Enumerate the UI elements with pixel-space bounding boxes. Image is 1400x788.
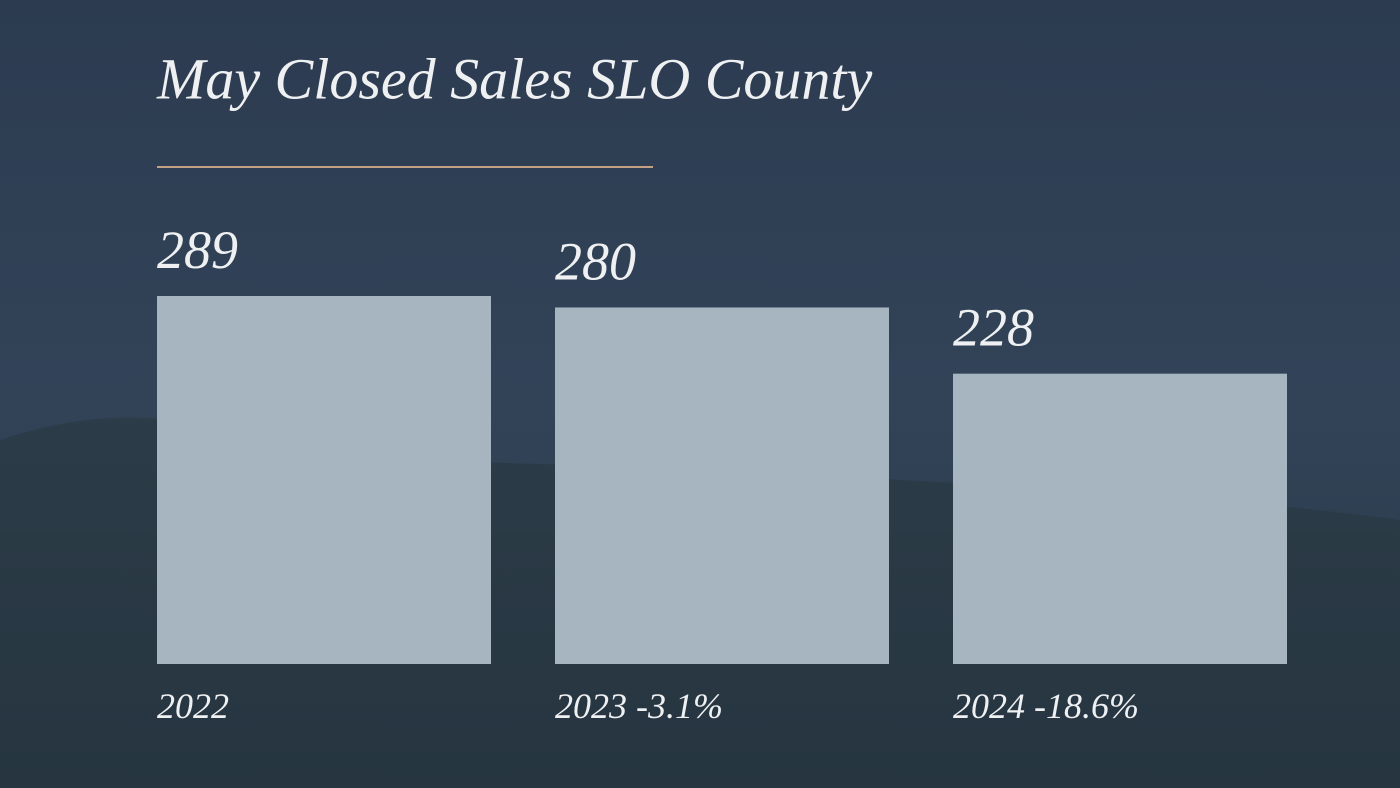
- value-label: 228: [953, 298, 1034, 358]
- category-label: 2023 -3.1%: [555, 686, 723, 726]
- value-label: 289: [157, 220, 238, 280]
- chart-title: May Closed Sales SLO County: [156, 46, 873, 111]
- category-label: 2024 -18.6%: [953, 686, 1139, 726]
- category-label: 2022: [157, 686, 229, 726]
- value-label: 280: [555, 231, 636, 291]
- bar: [953, 373, 1287, 664]
- bar: [157, 296, 491, 664]
- bar: [555, 307, 889, 664]
